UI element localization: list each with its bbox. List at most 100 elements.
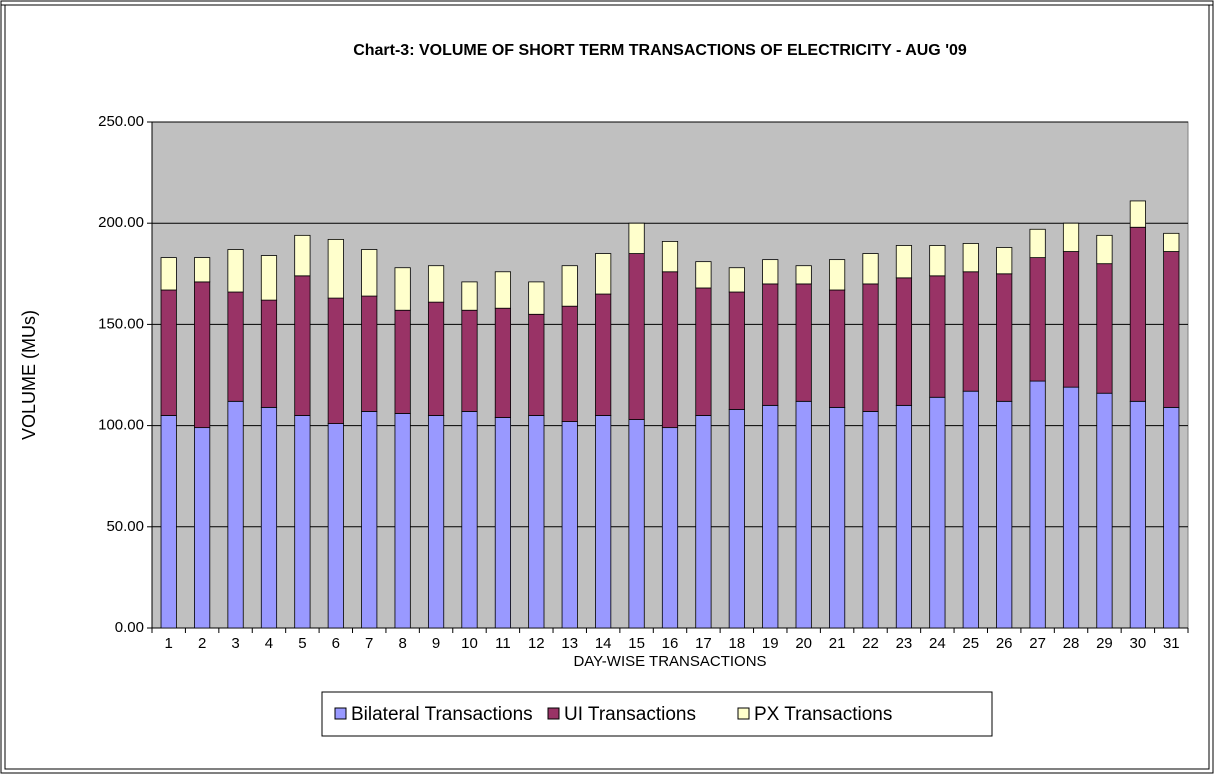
- y-tick-label: 0.00: [115, 619, 144, 636]
- bar-segment: [829, 406, 846, 629]
- bar-segment: [795, 283, 812, 402]
- x-tick-label: 19: [762, 635, 779, 652]
- bar-segment: [795, 400, 812, 629]
- chart-title: Chart-3: VOLUME OF SHORT TERM TRANSACTIO…: [353, 42, 967, 59]
- y-axis-label: VOLUME (MUs): [19, 310, 39, 440]
- bar-segment: [895, 277, 913, 406]
- bar-segment: [929, 275, 946, 398]
- bar-segment: [327, 238, 344, 299]
- bar-segment: [394, 413, 411, 629]
- bar-segment: [260, 255, 278, 301]
- bar-segment: [628, 419, 645, 629]
- bar-segment: [795, 265, 812, 285]
- bar-segment: [661, 241, 679, 273]
- x-axis-label: DAY-WISE TRANSACTIONS: [573, 653, 766, 670]
- bar-segment: [1029, 257, 1046, 382]
- bar-segment: [1062, 386, 1080, 629]
- x-tick-label: 21: [829, 635, 846, 652]
- bar-segment: [194, 281, 211, 429]
- bar-segment: [294, 234, 311, 277]
- bar-segment: [695, 287, 712, 416]
- x-tick-label: 26: [996, 635, 1013, 652]
- bar-segment: [929, 245, 946, 277]
- legend-label: Bilateral Transactions: [351, 704, 533, 725]
- bar-segment: [1096, 392, 1113, 629]
- bar-segment: [595, 293, 612, 416]
- bar-segment: [194, 427, 211, 629]
- bar-segment: [260, 406, 278, 629]
- x-tick-label: 22: [862, 635, 879, 652]
- x-tick-label: 14: [595, 635, 612, 652]
- bar-segment: [762, 404, 779, 629]
- bar-segment: [728, 291, 745, 410]
- bar-segment: [1163, 406, 1180, 629]
- bar-segment: [528, 415, 545, 629]
- x-tick-label: 9: [432, 635, 440, 652]
- x-tick-label: 12: [528, 635, 545, 652]
- bar-segment: [461, 309, 478, 412]
- bar-segment: [962, 271, 979, 392]
- bar-segment: [762, 283, 779, 406]
- bar-segment: [595, 253, 612, 295]
- bar-segment: [427, 265, 445, 303]
- bar-segment: [227, 249, 244, 293]
- x-tick-label: 2: [198, 635, 206, 652]
- x-tick-label: 17: [695, 635, 712, 652]
- bar-segment: [561, 421, 578, 629]
- bar-segment: [494, 307, 511, 418]
- bar-segment: [528, 313, 545, 416]
- x-tick-label: 7: [365, 635, 373, 652]
- y-tick-label: 250.00: [98, 113, 144, 130]
- x-tick-label: 10: [461, 635, 478, 652]
- bar-segment: [494, 271, 511, 309]
- bar-segment: [762, 259, 779, 285]
- x-tick-label: 8: [398, 635, 406, 652]
- bar-segment: [227, 291, 244, 402]
- bar-segment: [1096, 263, 1113, 394]
- bar-segment: [528, 281, 545, 315]
- x-tick-label: 6: [332, 635, 340, 652]
- bar-segment: [1062, 251, 1080, 388]
- bar-segment: [661, 427, 679, 629]
- bar-segment: [962, 390, 979, 629]
- bar-segment: [461, 411, 478, 629]
- x-tick-label: 31: [1163, 635, 1180, 652]
- bar-segment: [1029, 228, 1046, 259]
- bar-segment: [595, 415, 612, 629]
- x-tick-label: 5: [298, 635, 306, 652]
- bar-segment: [695, 261, 712, 289]
- bar-segment: [160, 289, 177, 416]
- x-tick-label: 18: [728, 635, 745, 652]
- bar-segment: [327, 423, 344, 629]
- bar-segment: [829, 289, 846, 408]
- legend-swatch: [737, 707, 750, 720]
- bar-segment: [1096, 234, 1113, 265]
- x-tick-label: 15: [628, 635, 645, 652]
- bar-segment: [1129, 200, 1146, 228]
- bar-segment: [1129, 400, 1146, 629]
- bar-segment: [1062, 222, 1080, 252]
- bar-segment: [160, 257, 177, 291]
- bar-segment: [294, 415, 311, 629]
- bar-segment: [996, 400, 1013, 629]
- y-tick-label: 150.00: [98, 315, 144, 332]
- bar-segment: [361, 249, 378, 297]
- bar-segment: [561, 305, 578, 422]
- x-tick-label: 27: [1029, 635, 1046, 652]
- legend-swatch: [547, 707, 560, 720]
- bar-segment: [461, 281, 478, 311]
- bar-segment: [394, 309, 411, 414]
- bar-segment: [895, 404, 913, 629]
- bar-segment: [862, 253, 879, 285]
- bar-segment: [1163, 232, 1180, 252]
- legend-label: UI Transactions: [564, 704, 696, 725]
- bar-segment: [427, 415, 445, 629]
- bar-segment: [260, 299, 278, 408]
- x-tick-label: 4: [265, 635, 273, 652]
- x-tick-label: 24: [929, 635, 946, 652]
- bar-segment: [661, 271, 679, 429]
- bar-segment: [194, 257, 211, 283]
- y-tick-label: 200.00: [98, 214, 144, 231]
- bar-segment: [327, 297, 344, 424]
